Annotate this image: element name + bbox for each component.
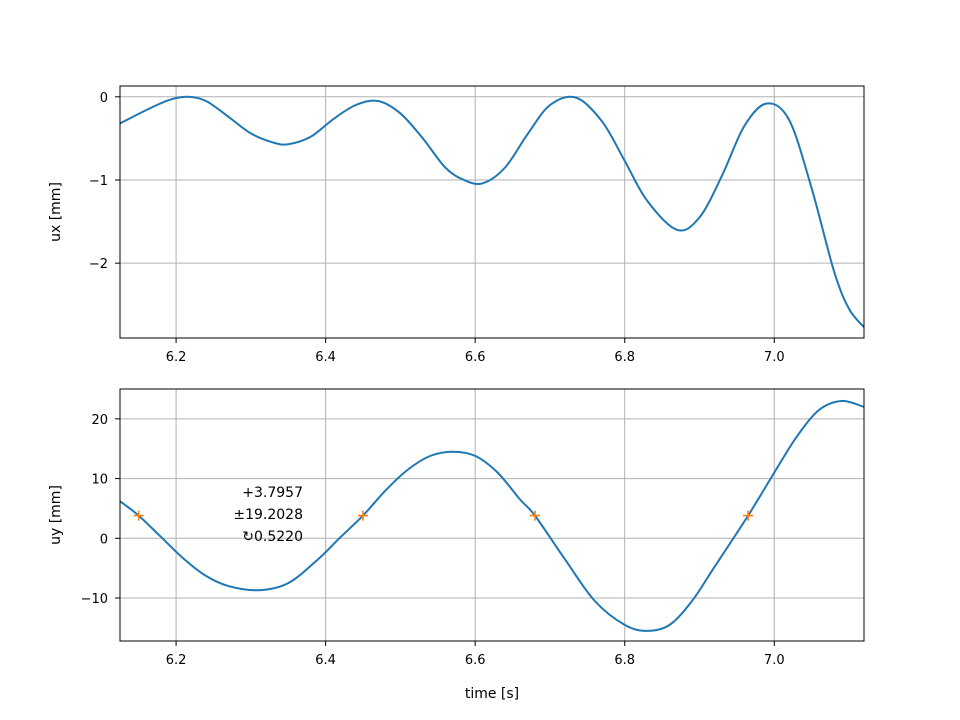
uy-grid bbox=[120, 389, 864, 641]
ux-axes-frame bbox=[119, 85, 865, 339]
ux-x-tick-label: 6.8 bbox=[614, 350, 635, 365]
ux-subplot: 6.2 6.4 6.6 6.8 7.0 0 −1 −2 ux [mm] bbox=[48, 85, 865, 365]
ux-x-tick-label: 7.0 bbox=[764, 350, 785, 365]
uy-markers bbox=[133, 510, 754, 521]
uy-y-tick-label: 0 bbox=[100, 532, 108, 547]
uy-x-axis-label: time [s] bbox=[465, 686, 519, 702]
annotation-period: ↻0.5220 bbox=[242, 529, 303, 545]
uy-axes-frame bbox=[119, 388, 865, 642]
ux-y-tick-label: −2 bbox=[89, 257, 108, 272]
uy-ticks: 6.2 6.4 6.6 6.8 7.0 20 10 0 −10 bbox=[81, 413, 785, 668]
annotation-amplitude: ±19.2028 bbox=[233, 507, 303, 523]
ux-x-tick-label: 6.6 bbox=[465, 350, 486, 365]
uy-annotation: +3.7957 ±19.2028 ↻0.5220 bbox=[233, 485, 303, 545]
uy-x-tick-label: 7.0 bbox=[764, 653, 785, 668]
uy-x-tick-label: 6.4 bbox=[315, 653, 336, 668]
ux-grid bbox=[120, 86, 864, 338]
ux-y-tick-label: −1 bbox=[89, 174, 108, 189]
uy-y-axis-label: uy [mm] bbox=[48, 485, 64, 545]
uy-series-line bbox=[120, 399, 864, 632]
ux-ticks: 6.2 6.4 6.6 6.8 7.0 0 −1 −2 bbox=[89, 91, 785, 365]
uy-plus-marker bbox=[358, 510, 369, 521]
ux-y-tick-label: 0 bbox=[100, 91, 108, 106]
uy-x-tick-label: 6.2 bbox=[166, 653, 187, 668]
ux-series-line bbox=[120, 95, 864, 328]
uy-x-tick-label: 6.8 bbox=[614, 653, 635, 668]
annotation-offset: +3.7957 bbox=[242, 485, 303, 501]
uy-y-tick-label: 20 bbox=[91, 413, 108, 428]
ux-lines bbox=[120, 95, 864, 328]
uy-plus-marker bbox=[743, 510, 754, 521]
ux-x-tick-label: 6.4 bbox=[315, 350, 336, 365]
ux-y-axis-label: ux [mm] bbox=[48, 182, 64, 242]
uy-lines bbox=[120, 399, 864, 632]
ux-x-tick-label: 6.2 bbox=[166, 350, 187, 365]
uy-plus-marker bbox=[133, 510, 144, 521]
uy-y-tick-label: −10 bbox=[81, 592, 108, 607]
uy-x-tick-label: 6.6 bbox=[465, 653, 486, 668]
uy-y-tick-label: 10 bbox=[91, 473, 108, 488]
uy-subplot: 6.2 6.4 6.6 6.8 7.0 20 10 0 −10 uy [mm] time [s]… bbox=[48, 388, 865, 702]
uy-plus-marker bbox=[529, 510, 540, 521]
